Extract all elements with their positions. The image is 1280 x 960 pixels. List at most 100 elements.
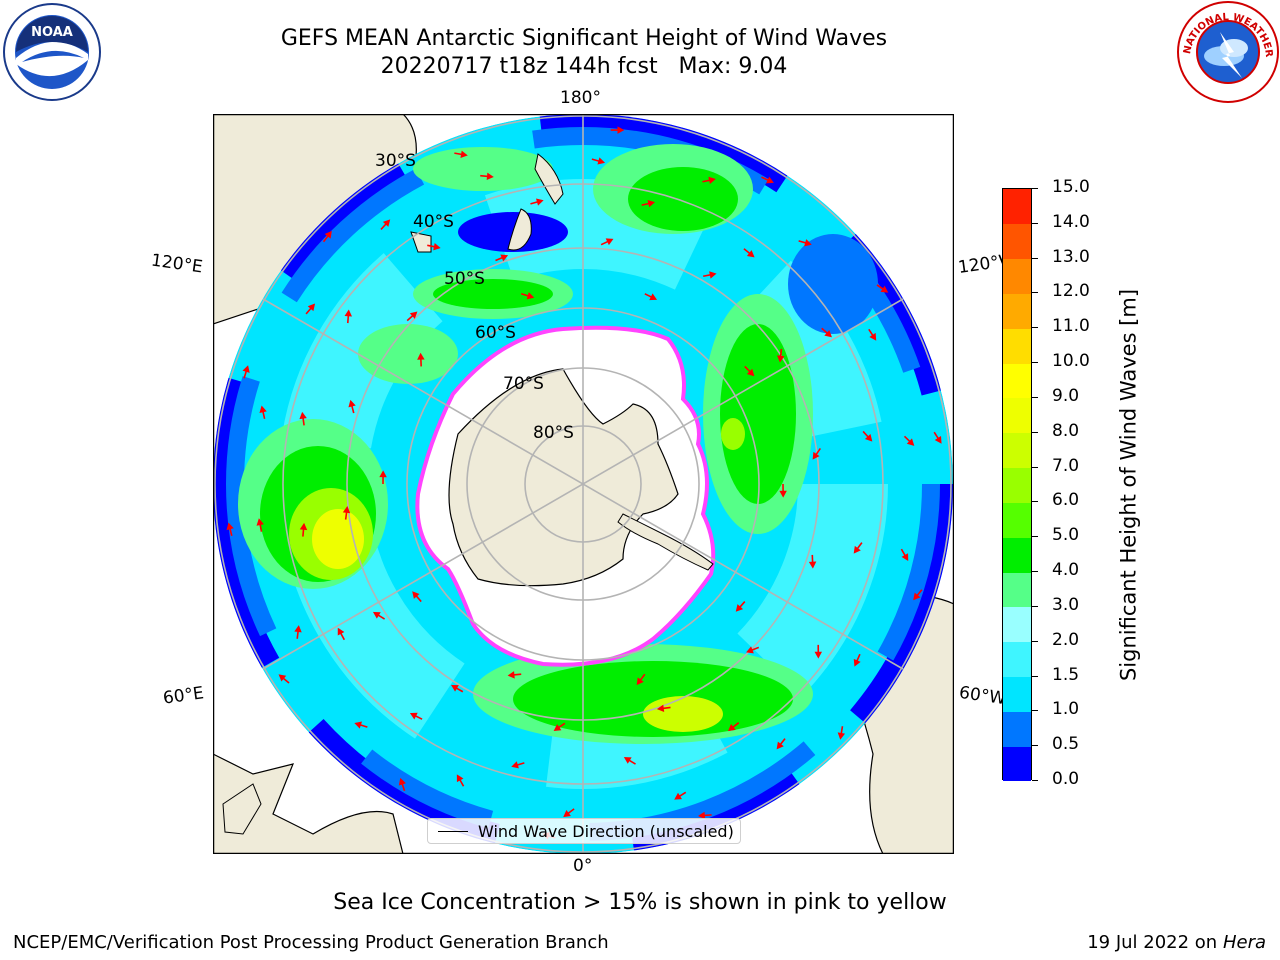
wave-arrow-head: [354, 721, 363, 729]
colorbar-tick-label: 3.0: [1052, 594, 1080, 615]
wave-arrow-head: [433, 242, 441, 251]
colorbar-segment: [1003, 572, 1031, 608]
wave-arrow-head: [812, 451, 820, 460]
wave-arrow-head: [864, 433, 873, 442]
colorbar-segment: [1003, 641, 1031, 678]
lon-label-120e: 120°E: [149, 250, 204, 278]
title-line-2: 20220717 t18z 144h fcst Max: 9.04: [380, 54, 788, 79]
map-legend: Wind Wave Direction (unscaled): [427, 818, 741, 844]
colorbar-tick-label: 13.0: [1052, 246, 1090, 267]
colorbar-segment: [1003, 397, 1031, 434]
wave-arrow-head: [824, 329, 832, 338]
wave-arrow-head: [869, 332, 877, 341]
graticule: [214, 114, 952, 854]
wave-arrow-head: [649, 293, 658, 301]
lat-label-70s: 70°S: [503, 374, 544, 394]
colorbar-tick-mark: [1032, 745, 1038, 747]
lon-label-0: 0°: [573, 856, 593, 876]
colorbar-tick-mark: [1032, 292, 1038, 294]
wave-arrow-head: [913, 592, 921, 601]
africa-land: [213, 753, 404, 854]
wave-arrow-head: [779, 490, 787, 498]
wave-arrow-head: [735, 604, 744, 612]
wave-arrow-head: [766, 176, 774, 184]
lat-label-40s: 40°S: [413, 212, 454, 232]
wave-arrow-head: [324, 230, 332, 239]
colorbar-tick-label: 6.0: [1052, 490, 1080, 511]
colorbar-tick-label: 11.0: [1052, 316, 1090, 337]
wave-arrow-head: [656, 704, 665, 713]
colorbar-segment: [1003, 606, 1031, 643]
wave-arrow-head: [597, 157, 606, 165]
lat-label-80s: 80°S: [533, 423, 574, 443]
noaa-logo: NOAA: [3, 3, 101, 101]
colorbar-tick-mark: [1032, 327, 1038, 329]
wave-arrow-head: [746, 250, 755, 258]
wave-arrow-head: [698, 811, 706, 820]
wave-arrow-head: [226, 522, 234, 531]
colorbar-segment: [1003, 328, 1031, 364]
wave-arrow-head: [636, 677, 644, 686]
wave-arrow-head: [901, 553, 909, 562]
wave-arrow-head: [776, 355, 785, 363]
colorbar-segment: [1003, 537, 1031, 573]
colorbar-segment: [1003, 502, 1031, 538]
colorbar-segment: [1003, 432, 1031, 469]
wave-arrow-head: [256, 518, 264, 526]
colorbar: [1002, 188, 1032, 782]
wave-arrow-head: [727, 723, 736, 732]
wave-arrow-head: [511, 761, 519, 769]
colorbar-segment: [1003, 676, 1031, 712]
colorbar-tick-mark: [1032, 396, 1038, 398]
colorbar-tick-label: 9.0: [1052, 385, 1080, 406]
wave-arrow-head: [617, 126, 625, 134]
wave-arrow-head: [776, 741, 784, 750]
wave-arrow-head: [307, 303, 316, 312]
wave-arrow-head: [348, 399, 356, 408]
lon-label-60w: 60°W: [957, 682, 1008, 710]
wave-arrow-head: [500, 254, 509, 262]
nws-logo: NATIONAL WEATHER SERVICE: [1176, 0, 1279, 103]
colorbar-segment: [1003, 467, 1031, 503]
wave-arrow-head: [259, 405, 267, 414]
title-line-1: GEFS MEAN Antarctic Significant Height o…: [280, 26, 888, 51]
colorbar-label: Significant Height of Wind Waves [m]: [1116, 288, 1141, 682]
colorbar-tick-label: 8.0: [1052, 420, 1080, 441]
colorbar-tick-mark: [1032, 257, 1038, 259]
map-frame: 180° 0° 120°E 120°W 60°E 60°W 30°S 40°S …: [150, 88, 1017, 876]
colorbar-tick-label: 2.0: [1052, 629, 1080, 650]
colorbar-tick-label: 5.0: [1052, 525, 1080, 546]
wave-arrow-head: [746, 646, 754, 654]
wave-arrow-head: [536, 198, 544, 206]
colorbar-tick-mark: [1032, 431, 1038, 433]
wave-arrow-head: [460, 150, 468, 158]
wave-arrow-head: [853, 658, 861, 667]
wave-arrow-head: [746, 368, 755, 377]
colorbar-tick-mark: [1032, 571, 1038, 573]
wave-arrow-head: [623, 757, 632, 764]
legend-label: Wind Wave Direction (unscaled): [478, 822, 734, 841]
colorbar-tick-mark: [1032, 362, 1038, 364]
colorbar-tick-mark: [1032, 710, 1038, 712]
lat-label-60s: 60°S: [475, 323, 516, 343]
footer-machine: Hera: [1222, 932, 1266, 953]
wave-arrow-head: [934, 435, 942, 444]
lat-label-30s: 30°S: [375, 151, 416, 171]
wave-arrow-head: [382, 219, 391, 227]
wave-arrow-head: [337, 627, 345, 636]
colorbar-segment: [1003, 258, 1031, 294]
wave-arrow-head: [507, 671, 515, 679]
wave-arrow-head: [456, 774, 464, 783]
wave-arrow-head: [486, 172, 494, 181]
colorbar-tick-mark: [1032, 536, 1038, 538]
wave-arrow-head: [409, 712, 418, 720]
wave-arrow-head: [605, 238, 614, 246]
tasmania-land: [410, 231, 432, 253]
colorbar-segment: [1003, 293, 1031, 329]
wave-arrow-head: [417, 352, 425, 360]
wave-arrow-head: [372, 611, 381, 619]
wave-arrow-head: [709, 271, 717, 279]
colorbar-tick-label: 4.0: [1052, 560, 1080, 581]
colorbar-tick-label: 7.0: [1052, 455, 1080, 476]
wave-arrow-head: [398, 777, 406, 786]
